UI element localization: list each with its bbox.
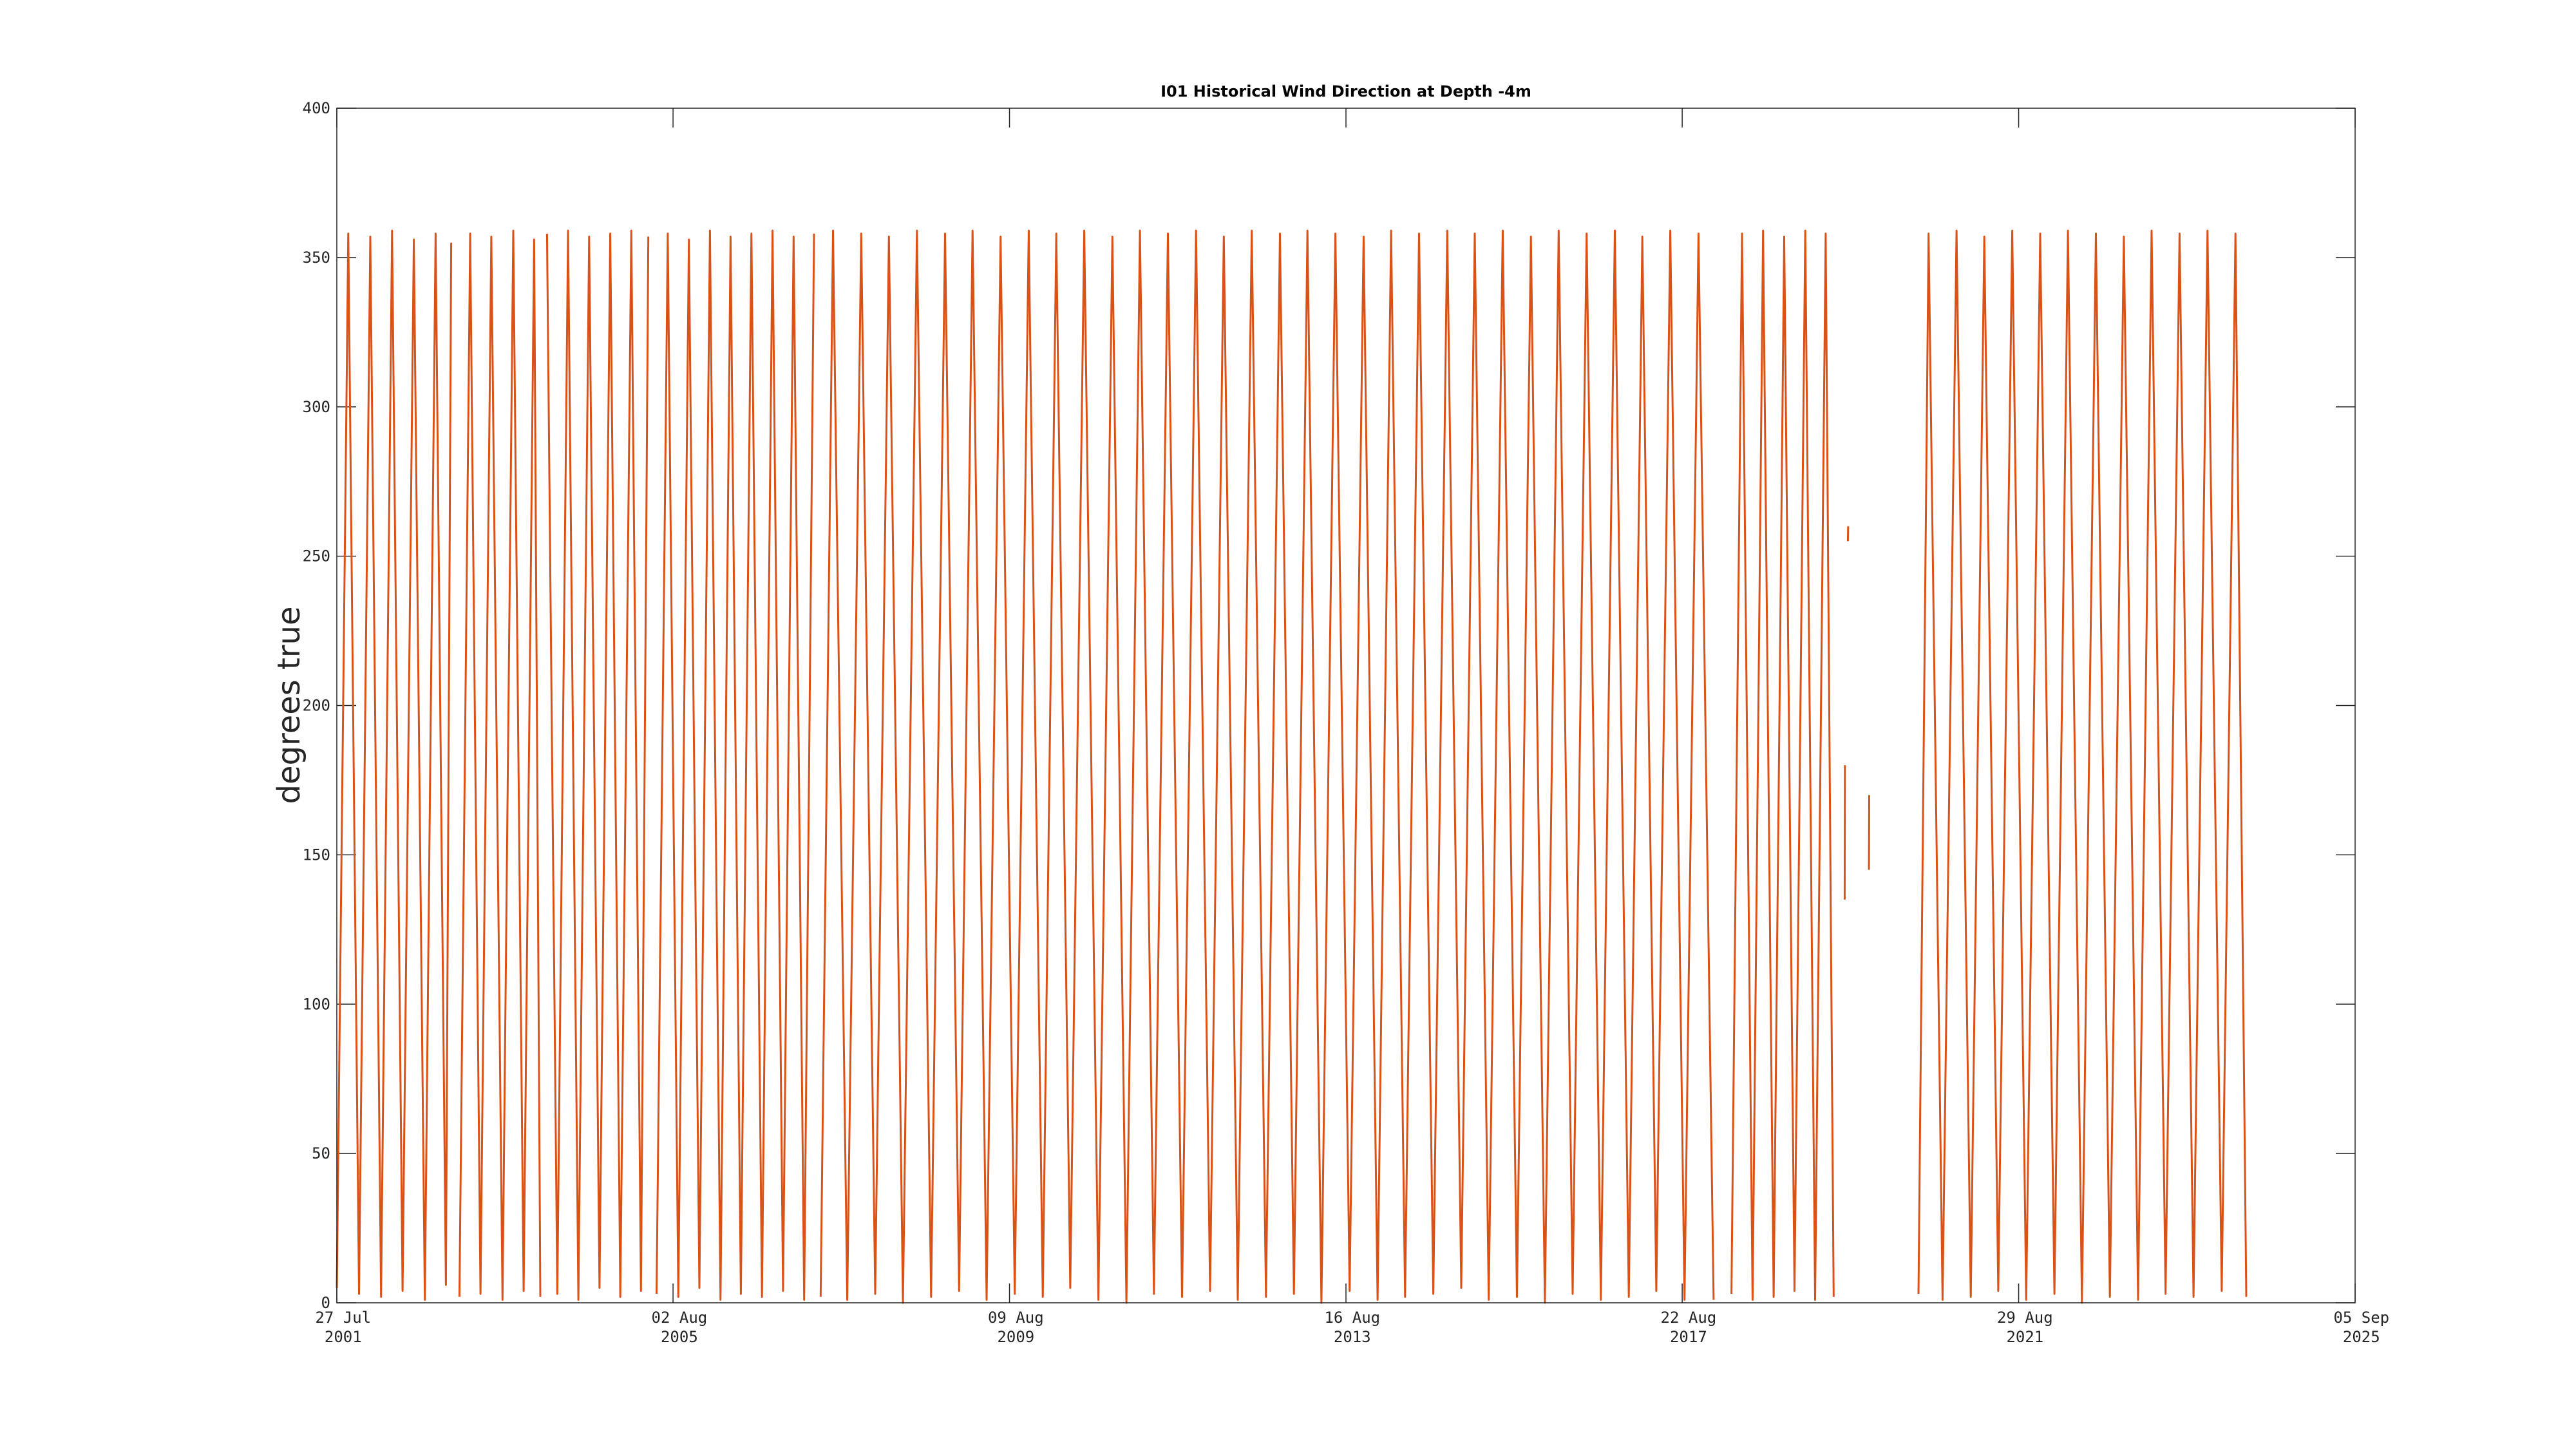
y-tick-label: 50 [312, 1144, 330, 1162]
x-tick-label: 02 Aug 2005 [651, 1309, 708, 1346]
y-tick-label: 0 [321, 1294, 330, 1312]
x-tick-label: 09 Aug 2009 [987, 1309, 1044, 1346]
x-tick-label: 27 Jul 2001 [315, 1309, 372, 1346]
x-tick-label: 22 Aug 2017 [1660, 1309, 1717, 1346]
x-tick-label: 29 Aug 2021 [1996, 1309, 2053, 1346]
y-tick-label: 150 [303, 846, 330, 864]
y-tick-label: 400 [303, 99, 330, 117]
y-axis-label: degrees true [271, 607, 307, 804]
data-line [336, 229, 2248, 1304]
x-tick-label: 16 Aug 2013 [1324, 1309, 1381, 1346]
y-tick-label: 250 [303, 547, 330, 565]
x-tick-label: 05 Sep 2025 [2333, 1309, 2390, 1346]
y-tick-label: 300 [303, 398, 330, 416]
y-tick-label: 100 [303, 995, 330, 1013]
y-tick-label: 200 [303, 697, 330, 715]
plot-frame [336, 108, 2356, 1303]
y-tick-label: 350 [303, 249, 330, 267]
chart-title: I01 Historical Wind Direction at Depth -… [1160, 82, 1531, 100]
